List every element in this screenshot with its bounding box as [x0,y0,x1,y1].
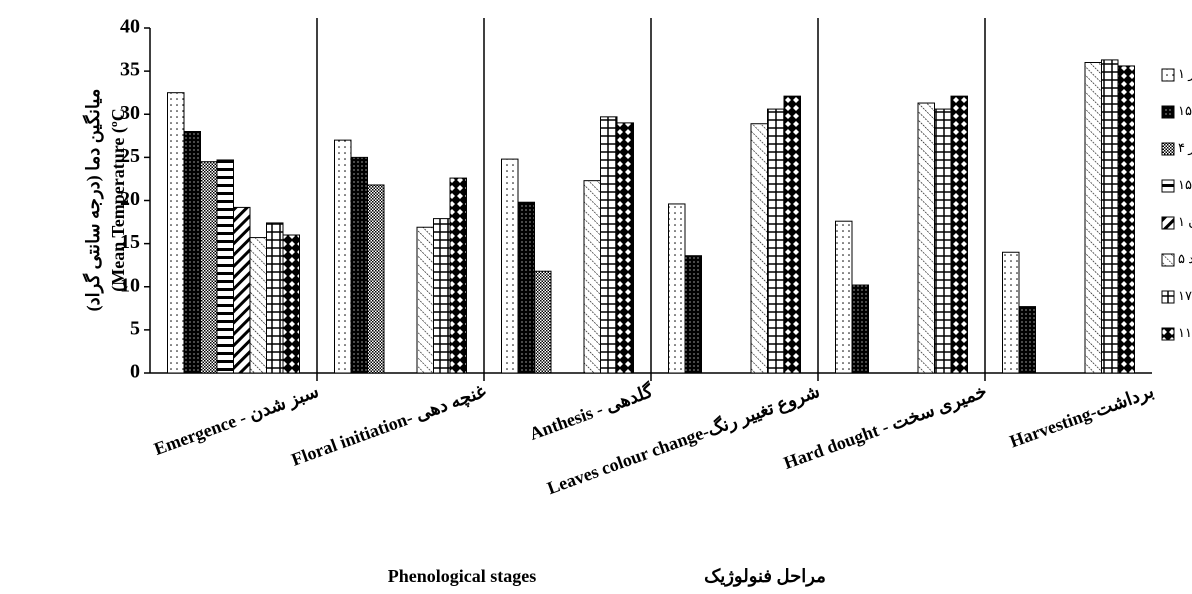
bar [433,218,451,374]
bar [216,159,234,374]
bar [233,206,251,374]
legend-swatch [1161,216,1175,230]
bar [1002,251,1020,374]
x-tick-label: Harvesting-برداشت [1007,381,1157,453]
bar [1084,62,1102,374]
legend-swatch [1161,290,1175,304]
legend-label: ۱ شهریور Aug 22 [1178,66,1192,82]
y-tick-label: 35 [120,59,140,81]
legend-label: ۱۵ شهریور Sep 5 [1178,103,1192,119]
legend-label: ۱۵ مهر Oct 26 [1178,177,1192,193]
bar [934,108,952,374]
bar [668,203,686,374]
y-tick-label: 20 [120,188,140,210]
bar [200,161,218,374]
x-tick-label: Leaves colour change-شروع تغییر رنگ [544,380,823,499]
bar [1018,306,1036,374]
x-label: مراحل فنولوژیک [704,566,826,587]
bar [767,108,785,374]
legend-swatch [1161,327,1175,341]
bar [416,226,434,374]
legend-swatch [1161,142,1175,156]
bar [1101,59,1119,374]
bar [917,102,935,374]
legend-swatch [1161,253,1175,267]
legend-label: ۱۷ اسفند Mar 7 [1178,288,1192,303]
bar [282,234,300,374]
y-tick-label: 5 [130,317,140,339]
bar [835,220,853,374]
legend-label: ۱۱ فروردین Mar 30 [1178,325,1192,341]
bar [684,255,702,374]
y-tick-label: 0 [130,361,140,383]
bar [334,139,352,374]
legend-label: ۱ آبان Oct 22 [1178,213,1192,229]
bar [750,123,768,374]
y-label: میانگین دما (درجه سانتی گراد) [82,89,104,312]
legend-swatch [1161,68,1175,82]
bar [600,116,618,374]
bar [449,177,467,374]
legend-label: ۴ مهر Sep 26 [1178,140,1192,156]
bar [1117,65,1135,374]
y-tick-label: 40 [120,16,140,38]
y-tick-label: 15 [120,231,140,253]
bar [517,201,535,374]
bar [167,92,185,374]
bar [534,270,552,374]
legend-label: ۵ اسفند Feb 24 [1178,251,1192,266]
bar [501,158,519,374]
bar [950,95,968,374]
y-tick-label: 10 [120,274,140,296]
bar [350,156,368,374]
bar [249,237,267,374]
bar [583,180,601,374]
bar [783,95,801,374]
y-tick-label: 25 [120,145,140,167]
x-label: Phenological stages [388,566,537,586]
bar [616,122,634,374]
y-label: (Mean Temperature (ºC [108,108,129,292]
bar [367,184,385,374]
bar [851,284,869,374]
x-tick-label: Anthesis - گلدهی [526,380,655,444]
legend-swatch [1161,105,1175,119]
bar [266,222,284,374]
y-tick-label: 30 [120,102,140,124]
bar [183,131,201,374]
legend-swatch [1161,179,1175,193]
